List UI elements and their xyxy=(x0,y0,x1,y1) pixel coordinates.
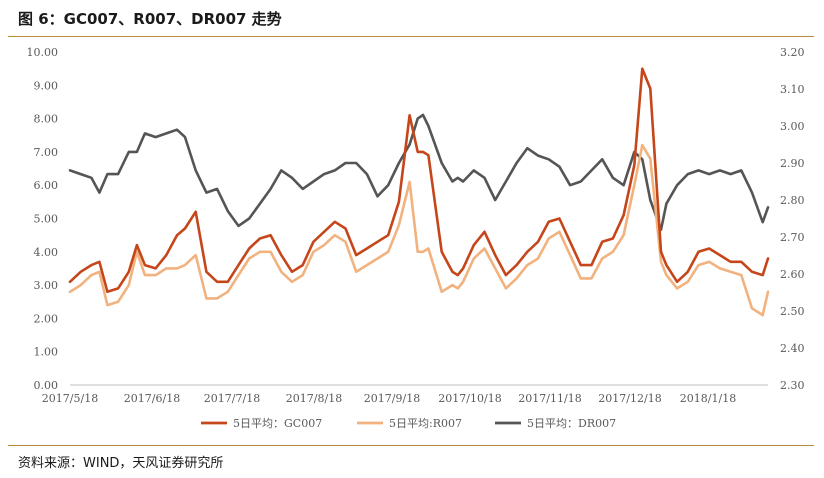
left-tick-label: 9.00 xyxy=(34,79,59,92)
chart-title: 图 6：GC007、R007、DR007 走势 xyxy=(18,10,282,28)
x-tick-label: 2017/8/18 xyxy=(286,392,342,405)
left-tick-label: 2.00 xyxy=(34,312,59,325)
x-tick-label: 2017/5/18 xyxy=(42,392,98,405)
right-tick-label: 2.40 xyxy=(780,342,805,355)
bottom-rule xyxy=(8,445,814,446)
right-tick-label: 2.30 xyxy=(780,379,805,392)
left-tick-label: 0.00 xyxy=(34,379,59,392)
right-tick-label: 2.70 xyxy=(780,231,805,244)
x-tick-label: 2017/7/18 xyxy=(204,392,260,405)
x-tick-label: 2017/9/18 xyxy=(364,392,420,405)
left-tick-label: 3.00 xyxy=(34,279,59,292)
right-tick-label: 3.00 xyxy=(780,120,805,133)
left-tick-label: 7.00 xyxy=(34,146,59,159)
right-tick-label: 3.10 xyxy=(780,83,805,96)
legend: 5日平均：GC007 5日平均:R007 5日平均：DR007 xyxy=(201,417,616,430)
legend-label-gc007: 5日平均：GC007 xyxy=(233,417,322,430)
right-tick-label: 2.50 xyxy=(780,305,805,318)
x-tick-label: 2018/1/18 xyxy=(680,392,736,405)
series-layer xyxy=(68,67,770,317)
left-axis-ticks: 0.00 1.00 2.00 3.00 4.00 5.00 6.00 7.00 8.00 9.00… xyxy=(27,46,59,392)
right-axis-ticks: 2.30 2.40 2.50 2.60 2.70 2.80 2.90 3.00 3.10 3.20 xyxy=(780,46,805,392)
x-tick-label: 2017/11/18 xyxy=(518,392,581,405)
left-tick-label: 10.00 xyxy=(27,46,59,59)
top-rule xyxy=(8,36,814,37)
x-tick-label: 2017/10/18 xyxy=(438,392,501,405)
right-tick-label: 3.20 xyxy=(780,46,805,59)
right-tick-label: 2.90 xyxy=(780,157,805,170)
legend-label-r007: 5日平均:R007 xyxy=(389,417,462,430)
x-axis: 2017/5/18 2017/6/18 2017/7/18 2017/8/18 2017… xyxy=(42,384,768,405)
x-tick-label: 2017/12/18 xyxy=(598,392,661,405)
left-tick-label: 1.00 xyxy=(34,346,59,359)
series-line-gc007 xyxy=(68,67,770,294)
left-tick-label: 8.00 xyxy=(34,113,59,126)
legend-label-dr007: 5日平均：DR007 xyxy=(527,417,616,430)
left-tick-label: 4.00 xyxy=(34,246,59,259)
right-tick-label: 2.60 xyxy=(780,268,805,281)
right-tick-label: 2.80 xyxy=(780,194,805,207)
source-note: 资料来源：WIND，天风证券研究所 xyxy=(18,456,224,471)
x-tick-label: 2017/6/18 xyxy=(124,392,180,405)
series-line-r007 xyxy=(68,143,770,317)
series-line-dr007 xyxy=(68,113,770,231)
left-tick-label: 5.00 xyxy=(34,213,59,226)
left-tick-label: 6.00 xyxy=(34,179,59,192)
